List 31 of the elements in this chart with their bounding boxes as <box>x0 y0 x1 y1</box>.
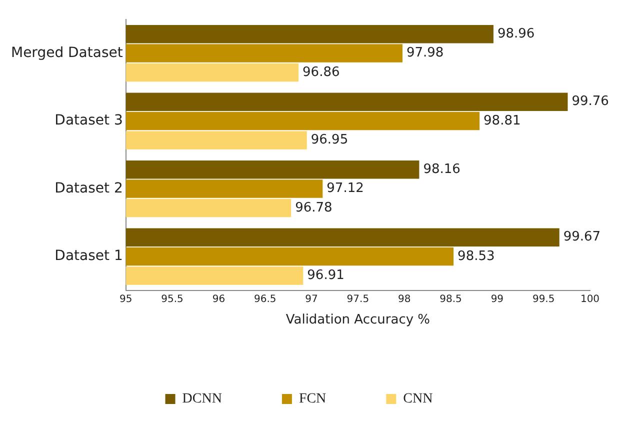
legend-label: FCN <box>298 392 326 407</box>
x-tick-label: 95.5 <box>161 294 184 305</box>
data-label: 97.98 <box>406 46 444 61</box>
x-tick-label: 98 <box>398 294 411 305</box>
x-tick-label: 99.5 <box>532 294 555 305</box>
y-tick-label: Dataset 2 <box>54 180 123 196</box>
x-tick-label: 97 <box>305 294 318 305</box>
data-label: 96.91 <box>307 268 344 284</box>
x-tick-label: 100 <box>580 294 600 305</box>
data-label: 98.16 <box>423 162 460 177</box>
data-label: 98.96 <box>497 26 535 42</box>
legend-label: DCNN <box>182 392 222 407</box>
data-label: 96.95 <box>310 132 348 148</box>
data-label: 96.78 <box>295 200 332 216</box>
x-tick-label: 99 <box>490 294 504 305</box>
x-axis-title: Validation Accuracy % <box>286 312 430 328</box>
legend-label: CNN <box>403 392 433 407</box>
y-tick-label: Dataset 3 <box>54 112 123 129</box>
data-label: 97.12 <box>326 181 364 196</box>
x-tick-label: 97.5 <box>346 294 370 305</box>
x-tick-label: 96 <box>212 294 226 305</box>
data-label: 98.81 <box>484 113 521 128</box>
data-label: 98.53 <box>458 248 495 264</box>
x-tick-label: 96.5 <box>254 294 276 305</box>
x-tick-label: 95 <box>119 294 132 305</box>
data-label: 96.86 <box>302 64 340 80</box>
data-label: 99.76 <box>572 94 609 110</box>
y-tick-label: Dataset 1 <box>54 248 123 264</box>
data-label: 99.67 <box>563 230 601 245</box>
y-tick-label: Merged Dataset <box>10 44 124 61</box>
x-tick-label: 98.5 <box>440 294 462 305</box>
